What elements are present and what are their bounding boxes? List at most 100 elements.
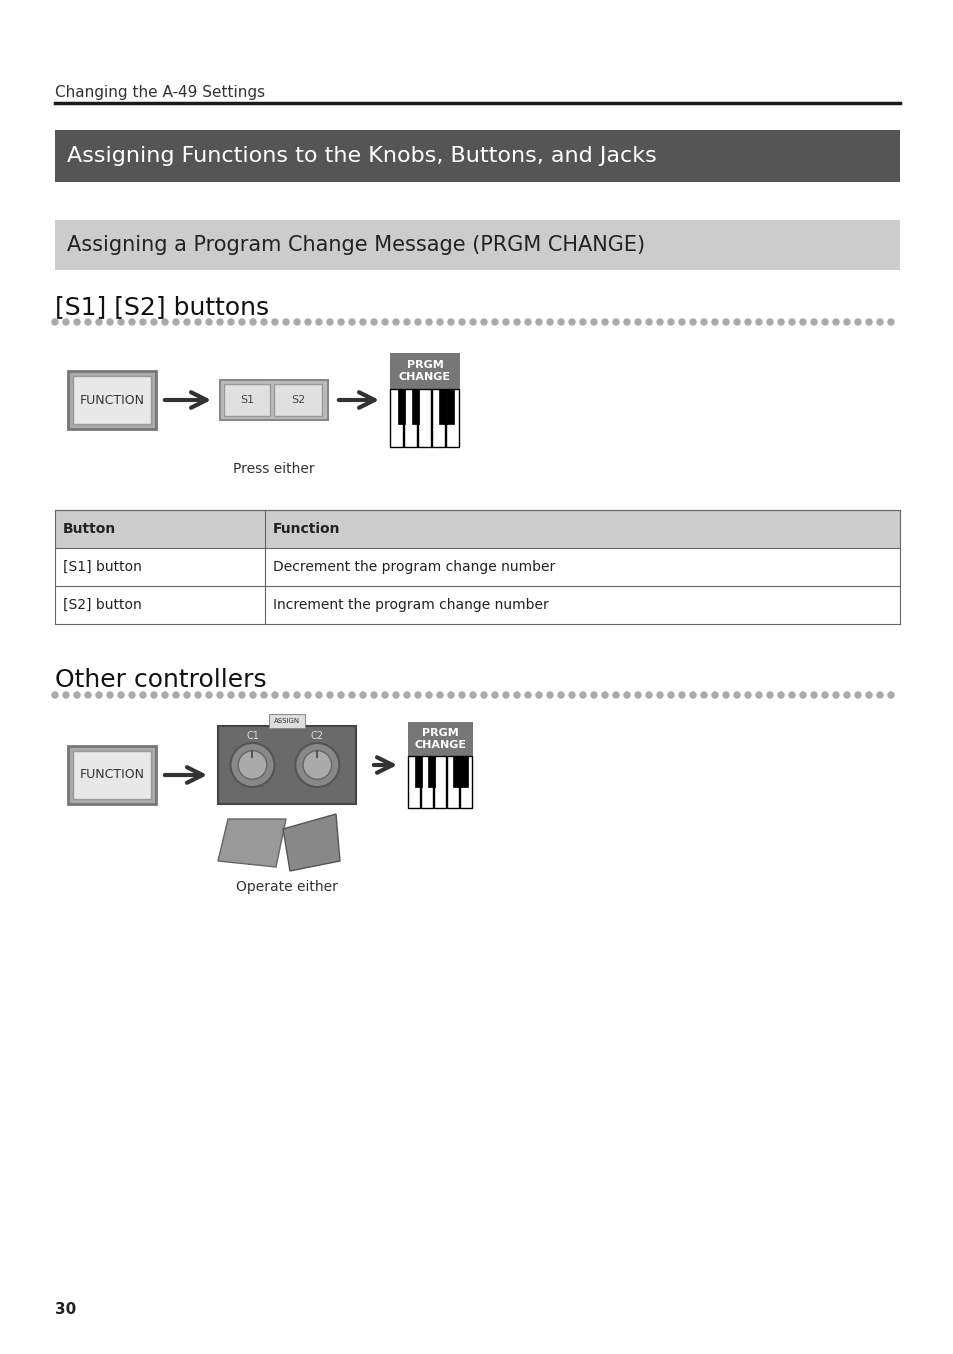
Circle shape [800,692,805,699]
Circle shape [635,692,640,699]
Circle shape [393,320,398,325]
Circle shape [645,692,651,699]
Text: Operate either: Operate either [235,880,337,894]
Circle shape [689,692,696,699]
Circle shape [118,320,124,325]
Circle shape [568,692,575,699]
Text: Changing the A-49 Settings: Changing the A-49 Settings [55,85,265,100]
Circle shape [349,320,355,325]
Bar [390,389,403,447]
Circle shape [778,692,783,699]
Circle shape [657,692,662,699]
Polygon shape [218,819,286,867]
Bar [432,389,445,447]
Circle shape [744,320,750,325]
Circle shape [349,692,355,699]
Circle shape [250,692,255,699]
Bar [408,756,419,808]
Text: Increment the program change number: Increment the program change number [273,598,548,612]
Circle shape [711,692,718,699]
Circle shape [216,692,223,699]
Bar [55,510,899,548]
Circle shape [711,320,718,325]
Bar [269,714,305,728]
Circle shape [426,320,432,325]
Circle shape [733,692,740,699]
Circle shape [74,320,80,325]
Circle shape [371,692,376,699]
Circle shape [558,320,563,325]
Circle shape [514,692,519,699]
Circle shape [239,320,245,325]
Text: FUNCTION: FUNCTION [79,769,144,781]
Circle shape [843,692,849,699]
Text: [S1] button: [S1] button [63,561,142,574]
Text: Assigning Functions to the Knobs, Buttons, and Jacks: Assigning Functions to the Knobs, Button… [67,146,656,167]
Circle shape [524,320,531,325]
Circle shape [294,320,299,325]
Polygon shape [283,814,339,871]
Bar [218,726,355,804]
Circle shape [359,692,366,699]
Circle shape [458,320,464,325]
Bar [55,130,899,181]
Circle shape [876,320,882,325]
Bar [434,756,446,808]
Circle shape [140,320,146,325]
Circle shape [470,692,476,699]
Text: Function: Function [273,523,340,536]
Circle shape [788,320,794,325]
Circle shape [184,320,190,325]
Circle shape [766,692,772,699]
Circle shape [272,692,277,699]
Circle shape [272,320,277,325]
Circle shape [436,320,442,325]
Bar [411,389,418,424]
Circle shape [810,692,816,699]
Circle shape [381,320,388,325]
Text: FUNCTION: FUNCTION [79,394,144,406]
Bar [446,389,454,424]
Text: C1: C1 [246,731,258,741]
Circle shape [426,692,432,699]
Circle shape [448,320,454,325]
Circle shape [85,320,91,325]
Circle shape [480,320,486,325]
Circle shape [854,692,861,699]
Bar [438,389,446,424]
Bar [446,389,458,447]
Bar [55,548,899,586]
Text: Other controllers: Other controllers [55,668,266,692]
Circle shape [216,320,223,325]
Circle shape [118,692,124,699]
Text: PRGM
CHANGE: PRGM CHANGE [398,360,451,382]
Text: S1: S1 [240,395,253,405]
Bar [408,722,473,756]
Circle shape [74,692,80,699]
Circle shape [536,320,541,325]
Circle shape [283,692,289,699]
Circle shape [294,692,299,699]
Circle shape [52,692,58,699]
Circle shape [679,692,684,699]
Circle shape [184,692,190,699]
Circle shape [458,692,464,699]
Circle shape [700,320,706,325]
Circle shape [800,320,805,325]
Bar [459,756,472,808]
Bar [453,756,460,787]
Circle shape [843,320,849,325]
Circle shape [613,320,618,325]
Text: 30: 30 [55,1303,76,1317]
Circle shape [492,692,497,699]
Bar [428,756,435,787]
Circle shape [766,320,772,325]
Text: Assigning a Program Change Message (PRGM CHANGE): Assigning a Program Change Message (PRGM… [67,236,644,255]
Circle shape [371,320,376,325]
Circle shape [854,320,861,325]
Circle shape [250,320,255,325]
Circle shape [876,692,882,699]
Circle shape [470,320,476,325]
Circle shape [492,320,497,325]
Circle shape [755,320,761,325]
